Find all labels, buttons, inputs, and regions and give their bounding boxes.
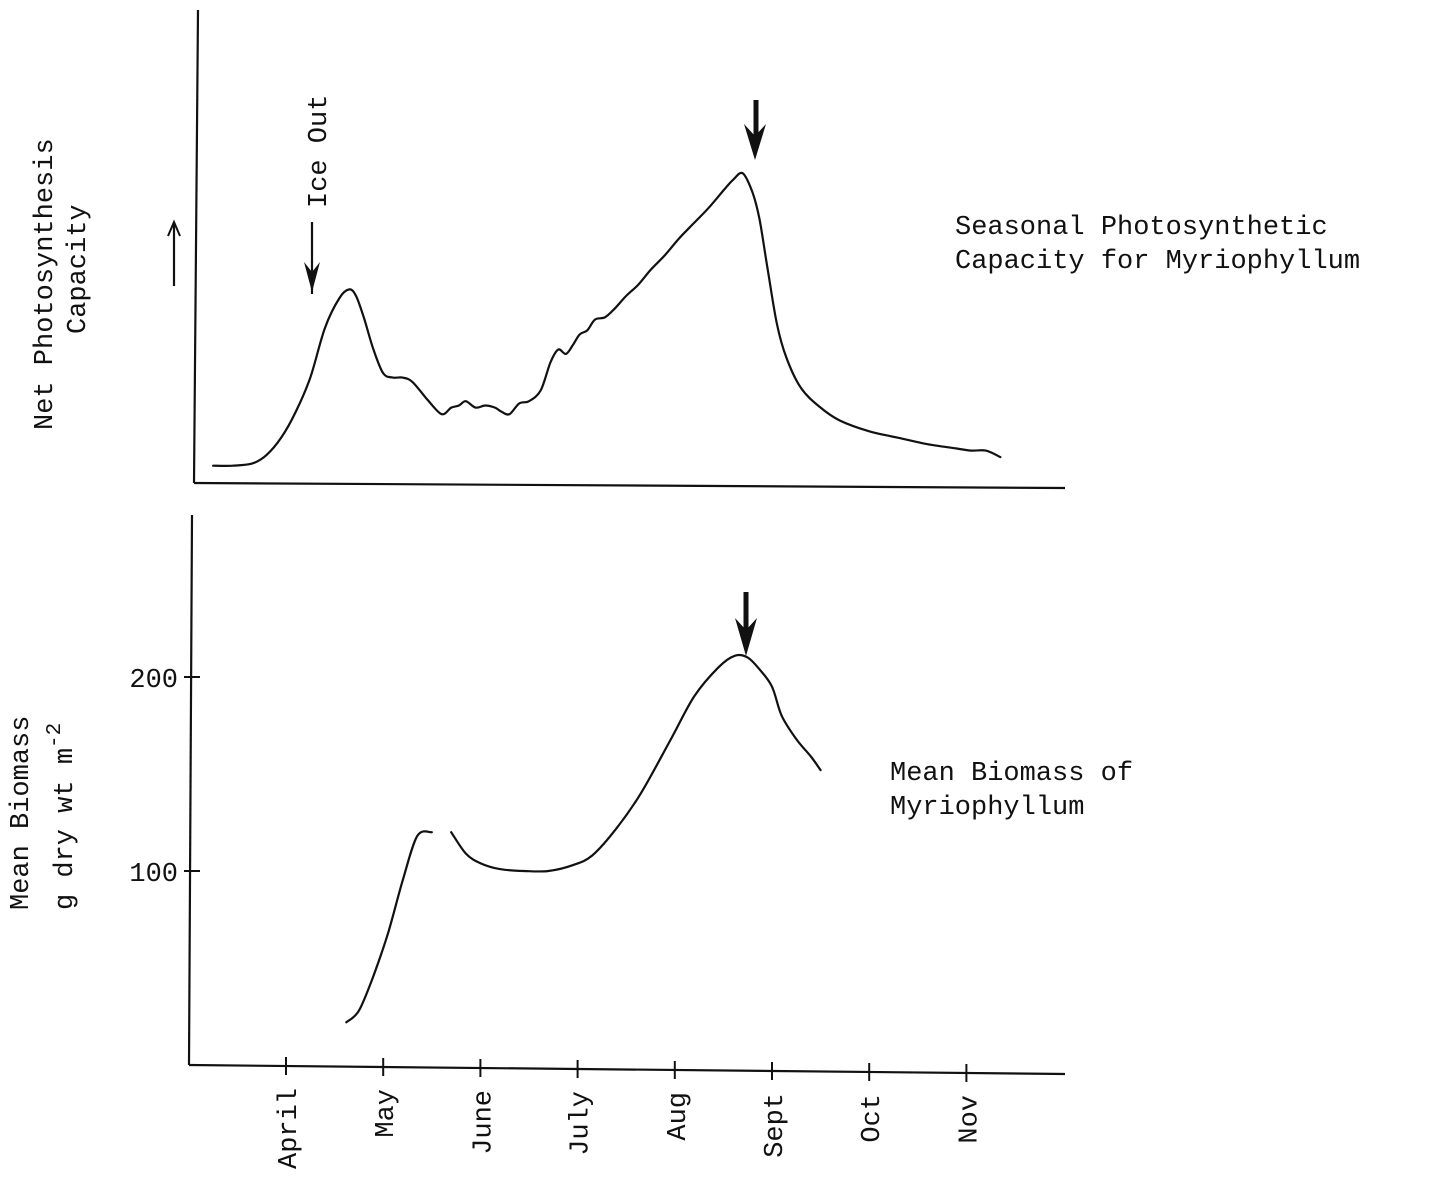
top-y-axis-label-line-1: Net Photosynthesis	[31, 138, 61, 430]
photosynthesis-series-line	[212, 171, 1002, 467]
bottom-y-axis-label-line-2: g dry wt m-2	[44, 723, 81, 910]
y-tick-label-100: 100	[129, 860, 178, 890]
top-x-axis	[193, 481, 1066, 490]
top-chart-title-line-2: Capacity for Myriophyllum	[955, 247, 1360, 277]
bottom-y-ticks: 100 200	[129, 666, 200, 890]
x-tick-label-nov: Nov	[955, 1095, 985, 1144]
ice-out-down-arrow-icon	[304, 222, 320, 294]
top-peak-bold-down-arrow-icon	[744, 100, 766, 160]
x-tick-label-aug: Aug	[664, 1092, 694, 1141]
up-arrow-icon	[167, 219, 181, 286]
biomass-series-line-segment-1	[345, 830, 433, 1024]
top-chart-title-line-1: Seasonal Photosynthetic	[955, 213, 1328, 243]
bottom-chart-title-line-1: Mean Biomass of	[890, 759, 1133, 789]
ice-out-annotation: Ice Out	[304, 95, 335, 294]
x-tick-label-june: June	[469, 1090, 499, 1155]
top-chart-title: Seasonal Photosynthetic Capacity for Myr…	[955, 213, 1360, 277]
bottom-x-ticks: April May June July Aug Sept Oct Nov	[275, 1056, 985, 1169]
bottom-y-axis-label: Mean Biomass g dry wt m-2	[7, 716, 81, 910]
x-tick-label-april: April	[275, 1088, 305, 1169]
top-y-axis-label-line-2: Capacity	[64, 204, 94, 334]
bottom-y-axis	[187, 514, 194, 1066]
bottom-peak-bold-down-arrow-icon	[735, 592, 757, 656]
bottom-y-axis-label-line-1: Mean Biomass	[7, 716, 37, 910]
x-tick-label-may: May	[372, 1089, 402, 1138]
photosynthesis-panel: Net Photosynthesis Capacity Ice Out Seas…	[31, 9, 1360, 490]
top-y-axis	[192, 9, 200, 484]
y-tick-label-200: 200	[129, 666, 178, 696]
bottom-x-axis	[188, 1063, 1066, 1076]
x-tick-label-oct: Oct	[858, 1094, 888, 1143]
ice-out-label: Ice Out	[305, 95, 335, 208]
x-tick-label-july: July	[567, 1091, 597, 1156]
bottom-y-axis-label-units: g dry wt m	[51, 748, 81, 910]
x-tick-label-sept: Sept	[761, 1093, 791, 1158]
bottom-chart-title: Mean Biomass of Myriophyllum	[890, 759, 1133, 823]
biomass-panel: Mean Biomass g dry wt m-2 100 200 April Ma…	[7, 514, 1133, 1169]
bottom-y-axis-label-superscript: -2	[44, 723, 67, 748]
biomass-series-line-segment-2	[450, 653, 822, 873]
bottom-chart-title-line-2: Myriophyllum	[890, 793, 1084, 823]
top-y-axis-label: Net Photosynthesis Capacity	[31, 138, 94, 430]
